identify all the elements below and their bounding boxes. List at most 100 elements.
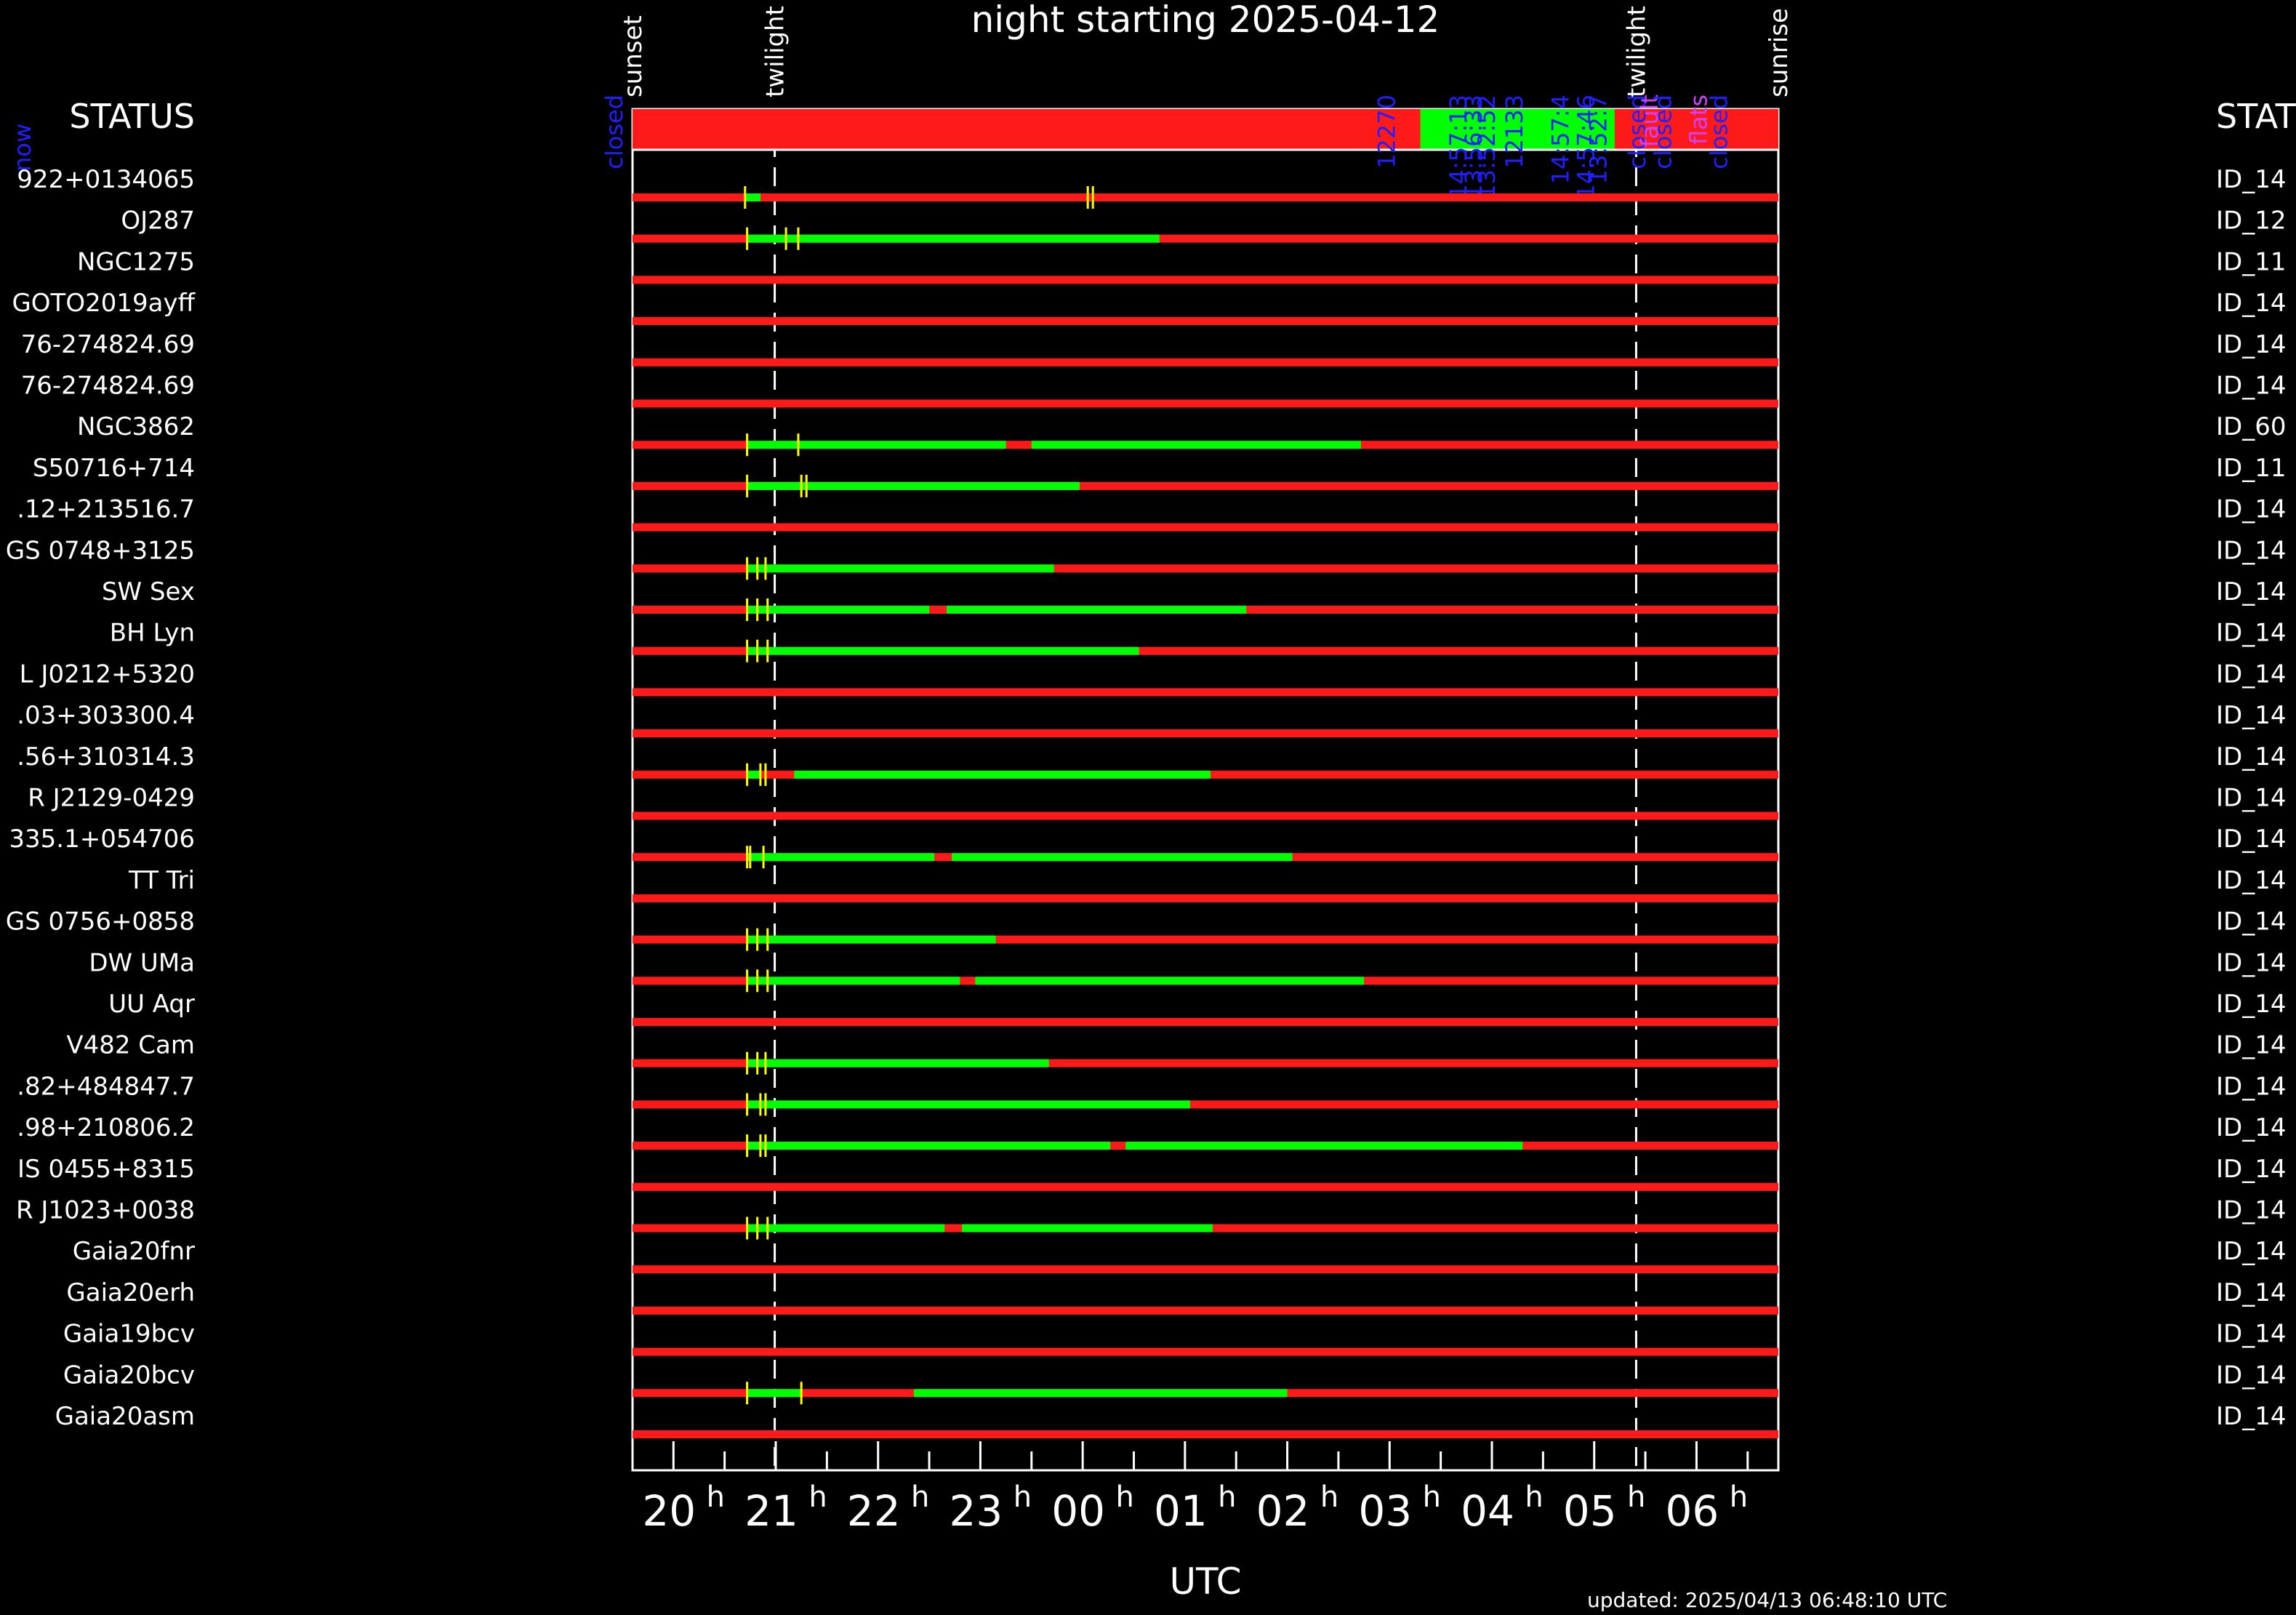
status-bar-label: 14:57:46 [1573, 95, 1600, 199]
target-name: Gaia20asm [55, 1402, 195, 1431]
target-id: ID_14 [2216, 866, 2286, 895]
target-name: BH Lyn [110, 619, 195, 648]
target-id: ID_14 [2216, 1237, 2286, 1266]
x-tick-unit: h [1730, 1480, 1748, 1514]
target-id: ID_14 [2216, 701, 2286, 730]
target-name: R J1023+0038 [16, 1196, 195, 1225]
target-observation-tick [759, 1093, 762, 1116]
x-axis: 20 h 21 h 22 h 23 h 00 h 01 h 02 h 03 h 04 h 05 h 06 h [642, 1441, 1749, 1536]
target-observation-tick [746, 433, 749, 457]
target-name: S50716+714 [33, 454, 195, 483]
target-observable-segment [747, 234, 1160, 243]
target-id: ID_14 [2216, 289, 2286, 318]
status-bar-label: 13:56:33 [1460, 95, 1488, 199]
event-label-sunset: sunset [619, 15, 648, 97]
target-observation-tick [746, 763, 749, 786]
target-id: ID_14 [2216, 990, 2286, 1019]
target-name: L J0212+5320 [20, 660, 195, 689]
target-name: GS 0756+0858 [6, 907, 195, 937]
chart-title: night starting 2025-04-12 [971, 0, 1440, 41]
target-observation-tick [746, 1217, 749, 1240]
x-axis-label: UTC [1169, 1560, 1241, 1603]
target-unavailable-bar [633, 193, 1778, 201]
target-name: UU Aqr [108, 990, 195, 1019]
target-observable-segment [952, 853, 1293, 862]
status-bar-label: 12270 [1373, 95, 1400, 169]
target-observation-tick [800, 1382, 803, 1405]
target-observation-tick [759, 1134, 762, 1158]
target-observation-tick [1091, 186, 1094, 209]
x-tick-unit: h [1320, 1480, 1338, 1514]
target-observable-segment [747, 770, 760, 779]
target-unavailable-bar [633, 234, 1778, 243]
target-unavailable-bar [633, 811, 1778, 820]
target-unavailable-bar [633, 276, 1778, 284]
target-observable-segment [747, 606, 930, 614]
target-unavailable-bar [633, 646, 1778, 655]
target-name: NGC1275 [77, 247, 195, 276]
target-observation-tick [749, 846, 752, 869]
target-observable-segment [794, 770, 1211, 779]
target-name: .12+213516.7 [17, 495, 195, 524]
target-observable-segment [962, 1224, 1213, 1233]
x-tick-label: 00 [1051, 1486, 1105, 1536]
target-observable-segment [747, 935, 996, 944]
x-tick-unit: h [1423, 1480, 1441, 1514]
x-tick-unit: h [1218, 1480, 1236, 1514]
status-bar-label: 12133 [1501, 95, 1528, 169]
target-unavailable-bar [633, 564, 1778, 573]
target-unavailable-bar [633, 935, 1778, 944]
target-id: ID_14 [2216, 330, 2286, 359]
target-id: ID_14 [2216, 619, 2286, 648]
target-unavailable-bar [633, 729, 1778, 738]
target-name: DW UMa [89, 948, 195, 977]
target-unavailable-bar [633, 894, 1778, 902]
target-observable-segment [747, 977, 960, 985]
target-observable-segment [975, 977, 1365, 985]
target-unavailable-bar [633, 1347, 1778, 1356]
target-observation-tick [746, 969, 749, 993]
target-id: ID_14 [2216, 1155, 2286, 1184]
target-id: ID_14 [2216, 495, 2286, 524]
target-unavailable-bar [633, 358, 1778, 366]
target-id: ID_11 [2216, 247, 2286, 276]
x-tick-label: 03 [1358, 1486, 1412, 1536]
target-id: ID_14 [2216, 1320, 2286, 1349]
target-observation-tick [746, 1093, 749, 1116]
target-name: 922+0134065 [17, 165, 195, 194]
target-id: ID_14 [2216, 1196, 2286, 1225]
target-observation-tick [746, 474, 749, 497]
target-unavailable-bar [633, 1100, 1778, 1109]
target-observation-tick [756, 1051, 759, 1075]
status-bar-label: 13:52:7 [1585, 95, 1613, 184]
x-tick-unit: h [808, 1480, 827, 1514]
target-observation-tick [764, 763, 767, 786]
target-observable-segment [747, 646, 1139, 655]
target-name: .03+303300.4 [17, 701, 195, 730]
target-name: 76-274824.69 [21, 330, 195, 359]
target-observation-tick [756, 639, 759, 662]
target-observable-segment [747, 441, 1006, 449]
target-name: TT Tri [128, 866, 195, 895]
target-unavailable-bar [633, 1306, 1778, 1315]
target-id: ID_14 [2216, 660, 2286, 689]
target-observable-segment [747, 853, 935, 862]
target-unavailable-bar [633, 1182, 1778, 1191]
target-observation-tick [744, 186, 747, 209]
target-id: ID_60 [2216, 412, 2286, 441]
target-observable-segment [747, 1224, 945, 1233]
target-unavailable-bar [633, 688, 1778, 697]
target-id: ID_14 [2216, 784, 2286, 813]
status-bar-open-segment [1420, 109, 1615, 150]
target-id: ID_14 [2216, 825, 2286, 854]
target-observation-tick [759, 763, 762, 786]
x-tick-label: 22 [847, 1486, 901, 1536]
target-name: NGC3862 [77, 412, 195, 441]
plot-frame: sunset twilight twilight sunrise [619, 6, 1794, 1472]
target-observable-segment [747, 1389, 802, 1398]
x-tick-label: 02 [1256, 1486, 1310, 1536]
target-observation-tick [746, 639, 749, 662]
x-tick-unit: h [1627, 1480, 1645, 1514]
